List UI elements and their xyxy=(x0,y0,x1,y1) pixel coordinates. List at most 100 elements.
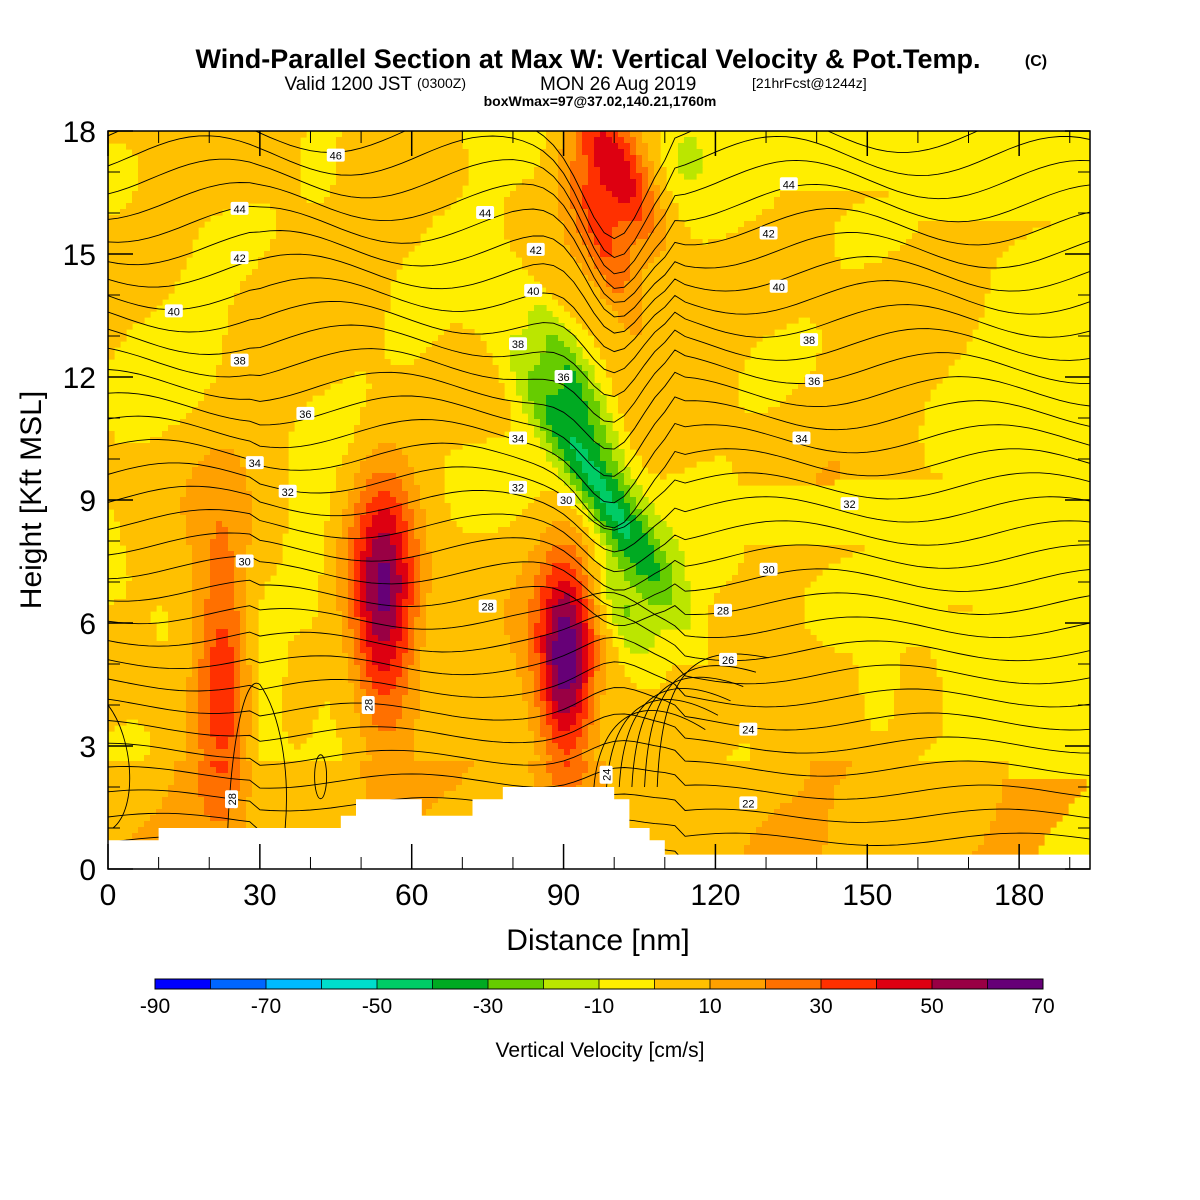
w-field-cell xyxy=(210,725,235,732)
w-field-cell xyxy=(624,479,637,486)
w-field-cell xyxy=(612,449,625,456)
w-field-cell xyxy=(240,785,253,792)
w-field-cell xyxy=(540,593,553,600)
w-field-cell xyxy=(198,659,211,666)
w-field-cell xyxy=(138,719,187,726)
w-field-cell xyxy=(108,677,187,684)
w-field-cell xyxy=(618,557,631,564)
colorbar-label: -30 xyxy=(473,995,503,1018)
w-field-cell xyxy=(408,551,421,558)
w-field-cell xyxy=(528,557,547,564)
w-field-cell xyxy=(618,401,739,408)
w-field-cell xyxy=(348,611,355,618)
w-field-cell xyxy=(780,401,925,408)
w-field-cell xyxy=(594,719,601,726)
w-field-cell xyxy=(276,215,433,222)
w-field-cell xyxy=(588,641,595,648)
w-field-cell xyxy=(540,281,595,288)
w-field-cell xyxy=(600,473,613,480)
theta-contour-line xyxy=(108,300,1090,374)
w-field-cell xyxy=(426,623,505,630)
colorbar-swatch xyxy=(210,979,267,989)
w-field-cell xyxy=(996,809,1069,816)
w-field-cell xyxy=(642,203,655,210)
w-field-cell xyxy=(588,701,595,708)
w-field-cell xyxy=(240,635,247,642)
w-field-cell xyxy=(582,197,619,204)
w-field-cell xyxy=(186,515,253,522)
w-field-cell xyxy=(234,293,391,300)
w-field-cell xyxy=(426,611,505,618)
w-field-cell xyxy=(552,725,559,732)
w-field-cell xyxy=(330,497,349,504)
w-field-cell xyxy=(534,695,541,702)
contour-label: 44 xyxy=(476,206,495,220)
w-field-cell xyxy=(162,605,193,612)
w-field-cell xyxy=(624,281,643,288)
w-field-cell xyxy=(246,545,283,552)
w-field-cell xyxy=(234,707,241,714)
w-field-cell xyxy=(582,593,589,600)
w-field-cell xyxy=(588,455,601,462)
w-field-cell xyxy=(840,467,931,474)
w-field-cell xyxy=(534,407,547,414)
w-field-cell xyxy=(354,599,361,606)
w-field-cell xyxy=(324,539,337,546)
w-field-cell xyxy=(204,755,241,762)
theta-contour-line xyxy=(108,253,1090,334)
w-field-cell xyxy=(588,251,601,258)
w-field-cell xyxy=(744,221,835,228)
w-field-cell xyxy=(606,683,637,690)
w-field-cell xyxy=(570,473,577,480)
w-field-cell xyxy=(396,605,403,612)
w-field-cell xyxy=(216,743,229,750)
w-field-cell xyxy=(516,377,529,384)
w-field-cell xyxy=(594,593,601,600)
w-field-cell xyxy=(654,527,673,534)
w-field-cell xyxy=(108,431,115,438)
w-field-cell xyxy=(534,575,547,582)
w-field-cell xyxy=(594,281,607,288)
w-field-cell xyxy=(216,533,229,540)
w-field-cell xyxy=(540,695,547,702)
w-field-cell xyxy=(816,473,841,480)
w-field-cell xyxy=(408,575,415,582)
w-field-cell xyxy=(588,173,601,180)
w-field-cell xyxy=(552,545,577,552)
w-field-cell xyxy=(414,515,427,522)
w-field-cell xyxy=(558,743,577,750)
w-field-cell xyxy=(390,605,397,612)
x-tick-label: 60 xyxy=(395,879,428,912)
w-field-cell xyxy=(420,353,493,360)
w-field-cell xyxy=(750,749,925,756)
w-field-cell xyxy=(360,623,367,630)
w-field-cell xyxy=(420,563,433,570)
w-field-cell xyxy=(594,599,601,606)
w-field-cell xyxy=(522,257,577,264)
w-field-cell xyxy=(570,365,583,372)
w-field-cell xyxy=(642,521,649,528)
w-field-cell xyxy=(510,341,547,348)
w-field-cell xyxy=(414,635,427,642)
w-field-cell xyxy=(510,347,547,354)
w-field-cell xyxy=(618,131,631,138)
w-field-cell xyxy=(336,563,349,570)
w-field-cell xyxy=(636,185,643,192)
w-field-cell xyxy=(408,545,421,552)
w-field-cell xyxy=(864,263,997,270)
w-field-cell xyxy=(228,641,241,648)
w-field-cell xyxy=(360,587,367,594)
w-field-cell xyxy=(828,839,985,846)
w-field-cell xyxy=(108,491,187,498)
w-field-cell xyxy=(756,827,829,834)
w-field-cell xyxy=(420,701,529,708)
contour-label-text: 40 xyxy=(527,286,539,298)
subtitle-forecast: [21hrFcst@1244z] xyxy=(752,75,867,91)
w-field-cell xyxy=(564,239,583,246)
w-field-cell xyxy=(240,617,247,624)
w-field-cell xyxy=(414,521,427,528)
w-field-cell xyxy=(108,671,193,678)
w-field-cell xyxy=(372,539,391,546)
contour-label-box xyxy=(476,206,495,219)
w-field-cell xyxy=(108,821,145,828)
